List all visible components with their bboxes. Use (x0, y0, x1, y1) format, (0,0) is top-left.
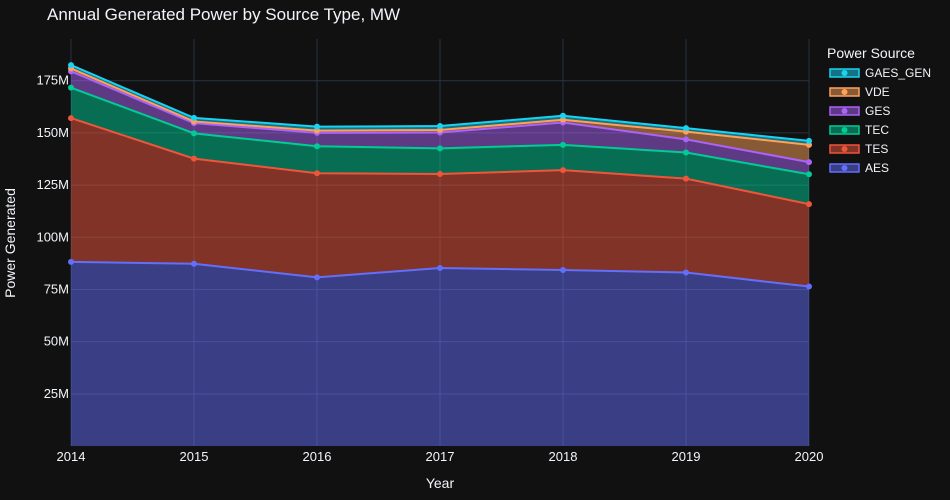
legend-label: TEC (865, 123, 889, 137)
data-point (314, 170, 320, 177)
legend-marker (841, 89, 848, 95)
data-point (806, 137, 812, 144)
data-point (68, 258, 74, 265)
legend-item-tes[interactable]: TES (829, 142, 888, 156)
legend-marker (841, 70, 848, 76)
data-point (68, 115, 74, 122)
data-point (314, 143, 320, 150)
data-point (191, 130, 197, 137)
x-tick-label: 2019 (672, 449, 701, 464)
data-point (806, 201, 812, 208)
data-point (806, 171, 812, 178)
legend: GAES_GEN VDE GES TEC TES AES (829, 66, 931, 175)
area-aes (71, 261, 809, 446)
data-point (560, 167, 566, 174)
y-tick-label: 100M (36, 229, 69, 244)
legend-item-aes[interactable]: AES (829, 161, 889, 175)
legend-item-vde[interactable]: VDE (829, 85, 890, 99)
x-axis-ticks: 2014 2015 2016 2017 2018 2019 2020 (57, 449, 824, 464)
data-point (560, 267, 566, 274)
legend-label: AES (865, 161, 889, 175)
x-tick-label: 2014 (57, 449, 86, 464)
data-point (560, 141, 566, 148)
legend-marker (841, 146, 848, 152)
area-tec (71, 87, 809, 205)
legend-marker (841, 127, 848, 133)
legend-marker (841, 108, 848, 114)
data-point (683, 125, 689, 132)
x-axis-label: Year (426, 475, 455, 491)
x-tick-label: 2016 (303, 449, 332, 464)
legend-marker (841, 165, 848, 171)
y-tick-label: 75M (44, 281, 69, 296)
data-point (806, 159, 812, 166)
data-point (683, 136, 689, 143)
data-point (314, 123, 320, 130)
data-point (683, 175, 689, 182)
legend-label: VDE (865, 85, 890, 99)
data-point (191, 114, 197, 121)
y-axis-ticks: 25M 50M 75M 100M 125M 150M 175M (36, 73, 69, 401)
data-point (437, 171, 443, 178)
data-point (683, 269, 689, 276)
legend-label: GES (865, 104, 890, 118)
data-point (68, 62, 74, 69)
legend-title: Power Source (827, 45, 915, 61)
y-tick-label: 150M (36, 125, 69, 140)
data-point (437, 264, 443, 271)
data-point (191, 155, 197, 162)
area-tes (71, 118, 809, 287)
data-point (437, 145, 443, 152)
data-point (806, 283, 812, 290)
x-tick-label: 2020 (795, 449, 824, 464)
x-tick-label: 2015 (180, 449, 209, 464)
data-point (191, 260, 197, 267)
data-point (560, 112, 566, 119)
legend-item-ges[interactable]: GES (829, 104, 890, 118)
data-point (68, 84, 74, 91)
data-point (314, 274, 320, 281)
y-tick-label: 175M (36, 73, 69, 88)
legend-label: GAES_GEN (865, 66, 931, 80)
y-tick-label: 25M (44, 386, 69, 401)
data-point (683, 149, 689, 156)
legend-item-gaes-gen[interactable]: GAES_GEN (829, 66, 931, 80)
data-point (437, 123, 443, 130)
y-tick-label: 125M (36, 177, 69, 192)
x-tick-label: 2018 (549, 449, 578, 464)
chart-title: Annual Generated Power by Source Type, M… (47, 5, 400, 24)
series-points (68, 62, 812, 290)
legend-item-tec[interactable]: TEC (829, 123, 889, 137)
y-axis-label: Power Generated (2, 188, 18, 298)
y-tick-label: 50M (44, 334, 69, 349)
legend-label: TES (865, 142, 888, 156)
x-tick-label: 2017 (426, 449, 455, 464)
